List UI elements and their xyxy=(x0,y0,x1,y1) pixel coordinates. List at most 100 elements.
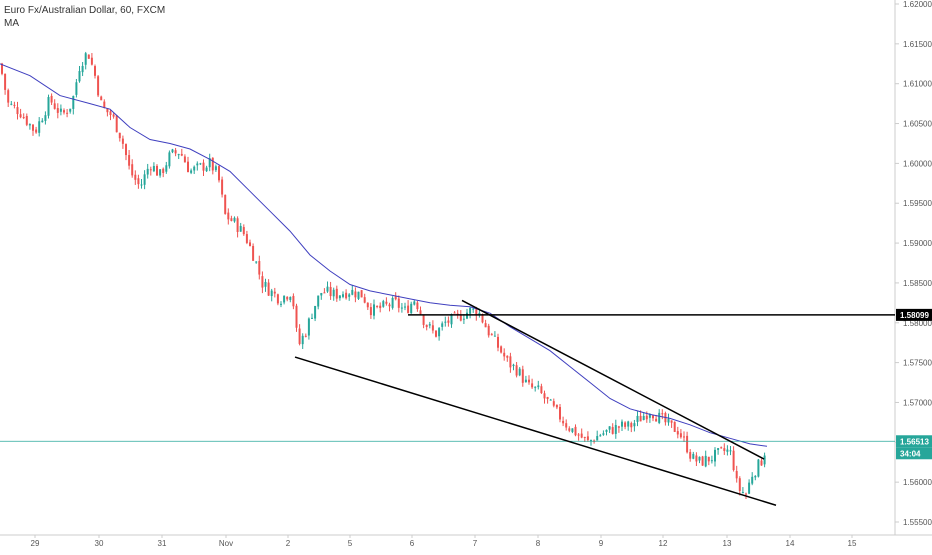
candle-body xyxy=(159,169,162,176)
level-price-tag-bg xyxy=(896,308,932,321)
candle-body xyxy=(193,166,196,171)
candle-body xyxy=(630,423,633,428)
candle-body xyxy=(273,291,276,294)
candle-body xyxy=(7,90,10,103)
candle-body xyxy=(63,110,65,113)
candle-body xyxy=(379,305,382,309)
candle-body xyxy=(568,428,571,431)
time-axis[interactable]: 29 30 31 Nov 2 5 6 7 8 9 12 13 14 15 xyxy=(31,535,857,548)
candle-body xyxy=(611,427,614,434)
candle-body xyxy=(741,492,744,494)
indicator-label: MA xyxy=(4,18,19,29)
x-tick-label: 7 xyxy=(473,539,478,548)
candle-body xyxy=(152,166,155,172)
candle-body xyxy=(577,434,580,436)
candle-body xyxy=(196,163,199,166)
candle-body xyxy=(32,124,34,131)
candle-body xyxy=(177,154,180,156)
candle-body xyxy=(131,164,134,176)
y-tick-label: 1.58500 xyxy=(903,279,932,288)
candle-body xyxy=(462,318,465,320)
candle-body xyxy=(100,96,103,101)
y-tick-label: 1.58000 xyxy=(903,319,932,328)
candle-body xyxy=(75,82,78,95)
candle-body xyxy=(428,324,431,326)
candle-body xyxy=(1,63,3,74)
candle-body xyxy=(431,325,434,331)
candle-body xyxy=(518,368,521,376)
candle-body xyxy=(515,365,518,376)
candle-body xyxy=(633,423,636,427)
candle-body xyxy=(373,304,375,316)
candle-body xyxy=(645,415,648,420)
candle-body xyxy=(512,364,515,367)
candle-body xyxy=(187,161,189,173)
candle-body xyxy=(419,310,422,315)
candle-body xyxy=(121,138,124,144)
candle-body xyxy=(329,286,332,297)
candle-body xyxy=(497,336,499,348)
candle-body xyxy=(103,101,106,108)
candle-body xyxy=(435,330,437,337)
candle-body xyxy=(534,386,537,388)
candle-body xyxy=(621,421,623,427)
candle-body xyxy=(106,108,109,113)
candle-body xyxy=(546,397,549,400)
candle-body xyxy=(295,305,298,328)
candle-body xyxy=(258,261,261,275)
candle-body xyxy=(757,459,760,477)
y-tick-label: 1.59000 xyxy=(903,239,932,248)
candle-body xyxy=(751,476,754,484)
candle-body xyxy=(549,399,552,401)
candle-body xyxy=(726,449,729,452)
candle-body xyxy=(66,112,69,114)
candle-body xyxy=(338,295,341,299)
candle-body xyxy=(168,152,171,167)
candle-body xyxy=(580,433,583,438)
candle-body xyxy=(230,218,233,221)
candle-body xyxy=(59,108,62,112)
candle-body xyxy=(679,433,682,438)
y-tick-label: 1.55500 xyxy=(903,518,932,527)
candle-body xyxy=(391,297,394,308)
candle-body xyxy=(472,308,475,310)
candle-body xyxy=(162,168,165,173)
candle-body xyxy=(205,167,208,172)
candle-body xyxy=(695,455,698,462)
candle-body xyxy=(292,295,295,307)
candle-body xyxy=(760,460,763,466)
candle-body xyxy=(404,306,406,308)
candle-body xyxy=(280,303,282,305)
x-tick-label: 2 xyxy=(286,539,291,548)
price-axis[interactable]: 1.62000 1.61500 1.61000 1.60500 1.60000 1.595… xyxy=(895,0,932,527)
drawing-layer[interactable] xyxy=(0,299,895,506)
candle-body xyxy=(317,295,320,307)
candle-body xyxy=(745,493,747,495)
plot-area[interactable] xyxy=(0,0,932,536)
candle-body xyxy=(252,246,255,261)
candle-body xyxy=(84,53,87,65)
candle-body xyxy=(617,426,620,428)
candle-body xyxy=(56,108,59,113)
candle-body xyxy=(134,174,137,180)
candle-body xyxy=(583,437,586,439)
candle-body xyxy=(763,455,766,465)
candle-body xyxy=(596,436,599,441)
candle-body xyxy=(441,323,444,327)
candle-body xyxy=(311,317,313,319)
candle-body xyxy=(627,421,630,427)
candle-body xyxy=(109,111,112,115)
candle-body xyxy=(493,335,496,337)
candle-body xyxy=(125,144,127,156)
candle-body xyxy=(276,294,279,304)
candle-body xyxy=(4,73,7,90)
candle-body xyxy=(453,312,456,314)
candle-body xyxy=(53,103,56,109)
candle-body xyxy=(714,449,716,462)
candle-body xyxy=(10,103,13,105)
bar-countdown-tag-bg xyxy=(896,447,932,460)
y-tick-label: 1.60500 xyxy=(903,120,932,129)
candle-body xyxy=(264,281,267,287)
candle-body xyxy=(115,115,118,133)
